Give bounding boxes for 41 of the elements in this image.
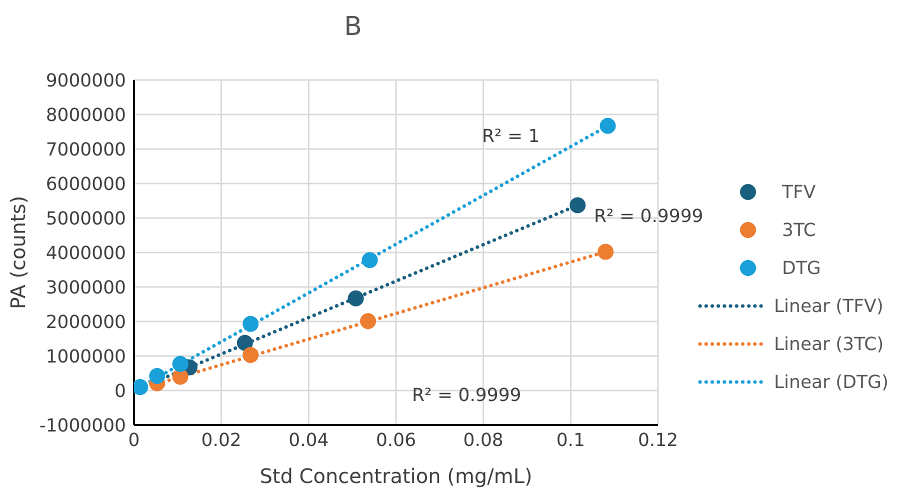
point	[242, 346, 259, 363]
legend-label: Linear (DTG)	[774, 372, 889, 392]
x-tick-label: 0.1	[556, 430, 585, 451]
point	[348, 290, 364, 306]
y-tick-label: 4000000	[46, 242, 126, 264]
y-tick-label: 1000000	[46, 346, 126, 368]
y-tick-label: 5000000	[46, 208, 126, 230]
x-tick-label: 0.08	[463, 430, 504, 451]
point	[172, 356, 188, 372]
y-tick-label: 0	[114, 380, 126, 402]
point	[236, 334, 253, 351]
annotation: R² = 1	[482, 126, 540, 147]
y-tick-label: 3000000	[46, 277, 126, 298]
point	[362, 252, 378, 268]
point	[598, 244, 614, 260]
chart-title: B	[343, 12, 363, 42]
y-tick-label: 2000000	[46, 312, 126, 333]
y-tick-label: 9000000	[46, 70, 126, 92]
y-tick-label: 8000000	[46, 104, 126, 126]
annotation: R² = 0.9999	[594, 206, 704, 227]
x-tick-label: 0.04	[288, 430, 329, 451]
x-tick-label: 0.12	[638, 430, 678, 451]
x-tick-label: 0.06	[376, 430, 416, 451]
legend-label: TFV	[782, 182, 816, 202]
y-tick-label: 6000000	[46, 174, 126, 195]
legend-label: Linear (3TC)	[774, 334, 884, 354]
point	[149, 368, 166, 384]
y-axis-title: PA (counts)	[6, 196, 30, 310]
point	[360, 313, 376, 330]
point	[242, 316, 259, 332]
legend-label: Linear (TFV)	[774, 296, 884, 316]
legend-label: DTG	[782, 258, 821, 278]
y-tick-label: 7000000	[46, 139, 126, 160]
x-axis-title: Std Concentration (mg/mL)	[260, 464, 532, 488]
annotation: R² = 0.9999	[412, 385, 522, 406]
x-tick-label: 0.02	[201, 430, 242, 451]
y-tick-label: -1000000	[39, 415, 126, 436]
x-tick-label: 0	[128, 430, 140, 451]
legend-label: 3TC	[782, 220, 816, 240]
point	[570, 197, 586, 214]
point	[600, 118, 616, 134]
